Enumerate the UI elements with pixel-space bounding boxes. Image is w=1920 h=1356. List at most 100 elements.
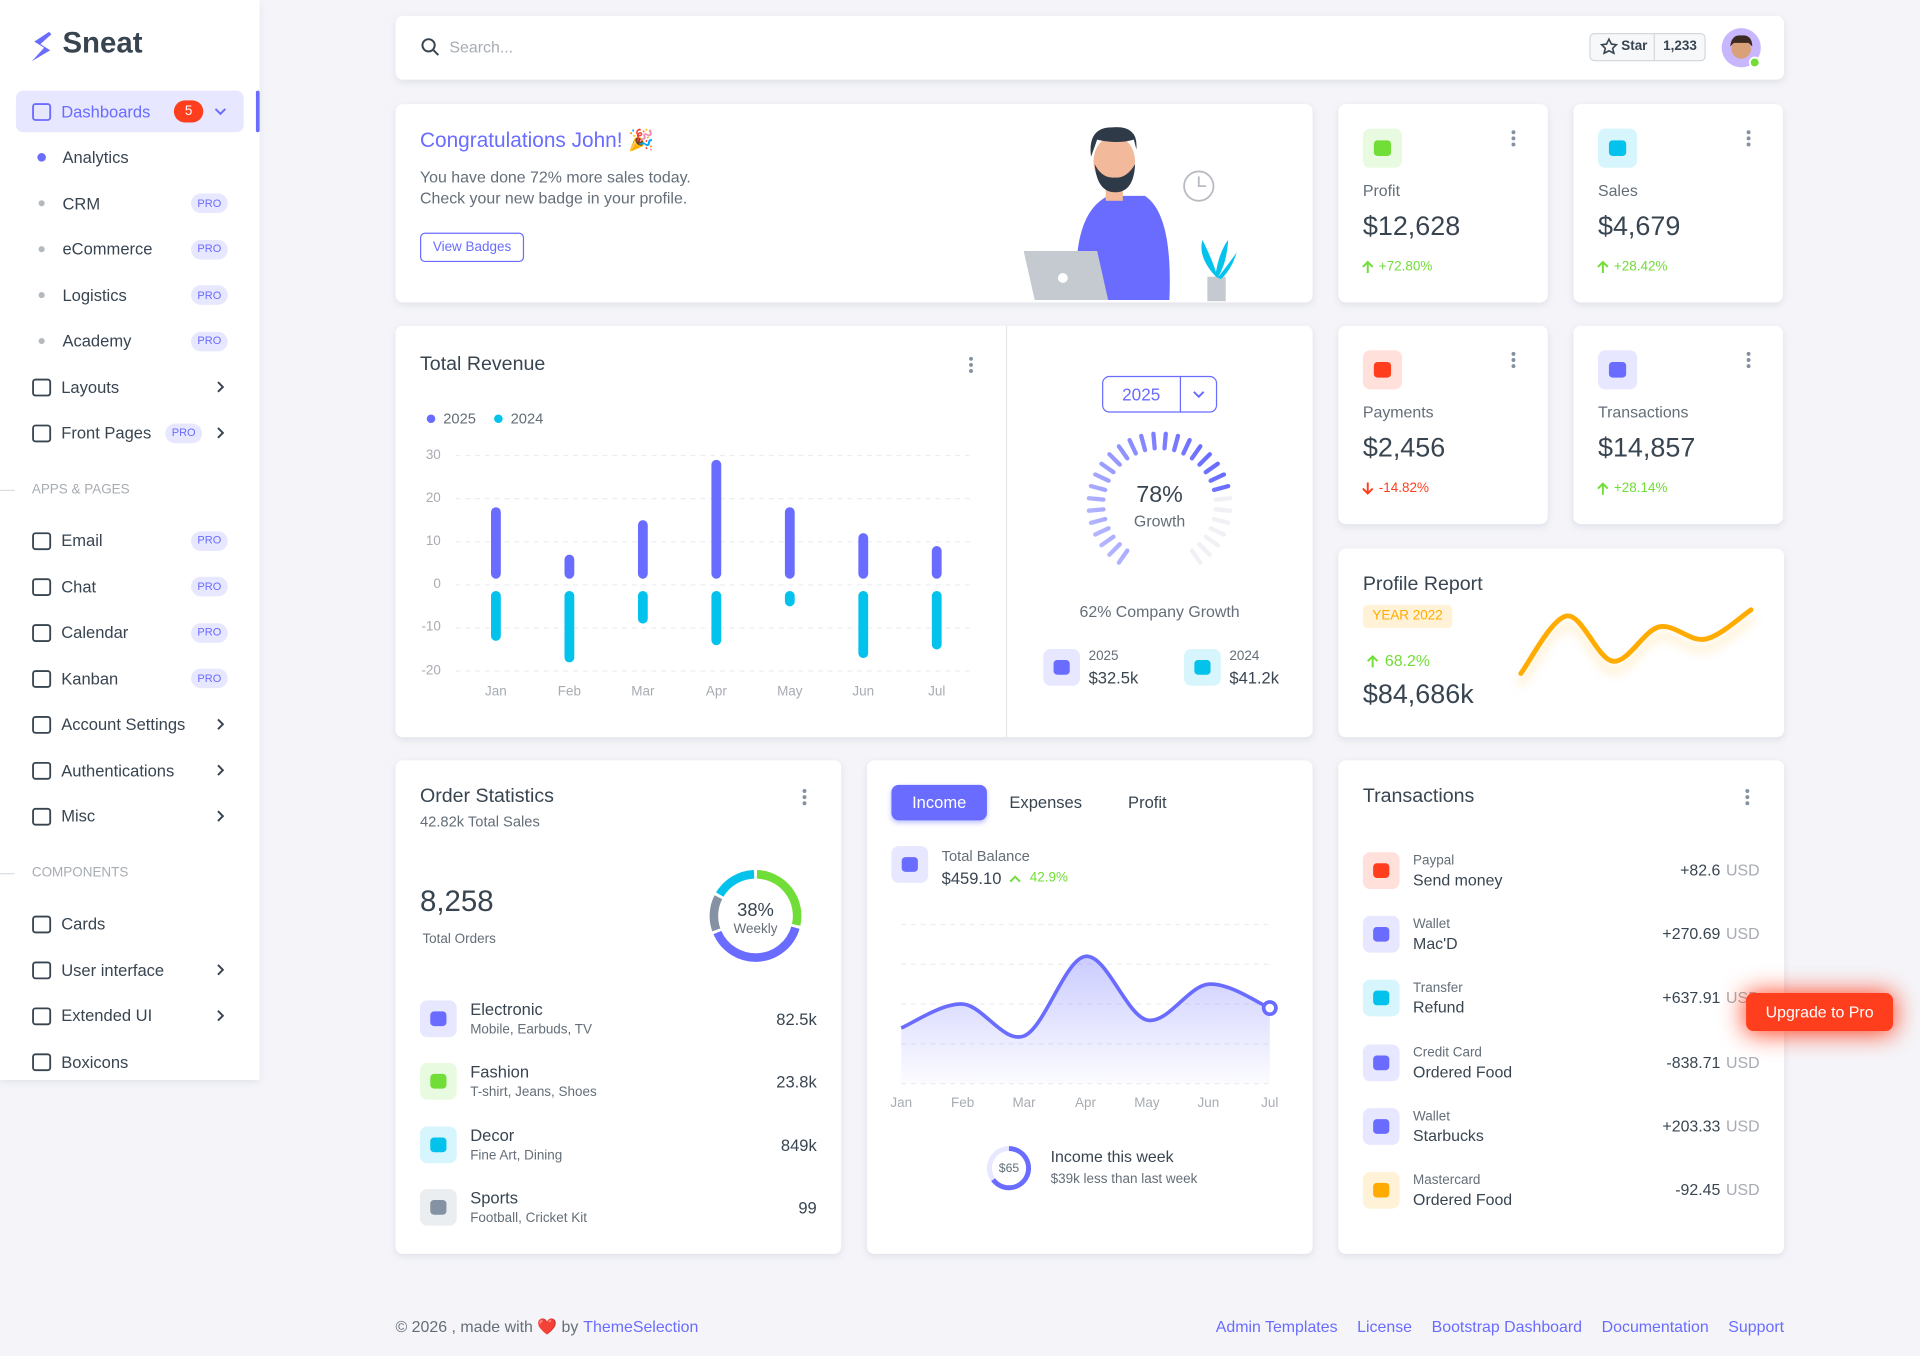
menu-item[interactable]: Boxicons: [61, 1052, 129, 1071]
profile-card: [1338, 548, 1785, 738]
transactions-card: [1338, 760, 1785, 1254]
transaction-type: Wallet: [1413, 1108, 1450, 1124]
menu-item[interactable]: Academy: [62, 331, 132, 351]
bar: [491, 507, 501, 579]
menu-item[interactable]: Cards: [61, 914, 106, 934]
star-icon: [1599, 37, 1619, 55]
card-title: Profile Report: [1362, 574, 1483, 596]
total-orders: 8,258: [420, 885, 494, 919]
menu-item[interactable]: Dashboards: [61, 102, 151, 121]
menu-item[interactable]: Kanban: [61, 669, 119, 688]
menu-item[interactable]: Logistics: [62, 285, 127, 305]
illus-clock: [1183, 170, 1215, 202]
order-item-detail: Fine Art, Dining: [470, 1147, 563, 1163]
trend-arrow: [1362, 482, 1374, 495]
menu-dot: [1745, 795, 1750, 800]
pro-tag: [191, 239, 228, 259]
menu-icon: [32, 716, 52, 734]
bar: [637, 590, 648, 624]
bullet: [38, 200, 45, 207]
illus-clock-hands: [1197, 176, 1207, 188]
upgrade-label[interactable]: Upgrade to Pro: [1765, 1002, 1874, 1021]
tab[interactable]: Profit: [1128, 793, 1167, 812]
pro-tag: PRO: [197, 533, 222, 547]
transaction-description: Ordered Food: [1413, 1062, 1513, 1082]
footer-links: Admin Templates License Bootstrap Dashboar…: [1216, 1316, 1784, 1338]
donut-segment: [713, 926, 800, 962]
stat-label: Profit: [1362, 181, 1401, 200]
pro-tag: [191, 530, 228, 551]
menu-item[interactable]: User interface: [61, 960, 165, 979]
transaction-currency: USD: [1725, 924, 1760, 943]
menu-item[interactable]: Layouts: [61, 377, 120, 397]
stat-label: Sales: [1597, 181, 1638, 200]
legend-dot: [494, 414, 503, 424]
footer-link[interactable]: Documentation: [1601, 1317, 1709, 1336]
star-button[interactable]: [1589, 33, 1706, 62]
trend-arrow: [1367, 654, 1379, 668]
ring-progress: [991, 1146, 1031, 1191]
footer-link[interactable]: Bootstrap Dashboard: [1431, 1317, 1583, 1336]
footer-link[interactable]: Support: [1728, 1317, 1785, 1336]
donut-segment: [709, 895, 723, 932]
menu-item[interactable]: Analytics: [62, 148, 129, 167]
upgrade-button[interactable]: [1746, 993, 1894, 1032]
badge: [173, 100, 204, 123]
menu-dot: [969, 369, 973, 373]
tab[interactable]: Expenses: [1009, 793, 1083, 812]
pro-tag: PRO: [197, 334, 222, 347]
tab[interactable]: Income: [912, 793, 967, 812]
chevron: [217, 964, 225, 976]
end-marker: [1261, 1000, 1278, 1017]
order-item-name: Electronic: [470, 999, 543, 1019]
footer-link[interactable]: License: [1357, 1317, 1413, 1336]
star-label[interactable]: Star: [1621, 39, 1648, 54]
menu-item[interactable]: Calendar: [61, 623, 129, 642]
year-badge: YEAR 2022: [1372, 608, 1443, 624]
donut-center-value: 38%: [737, 899, 774, 921]
footer-link[interactable]: Admin Templates: [1215, 1317, 1338, 1336]
year-select[interactable]: 2025: [1122, 384, 1161, 405]
stat-value: $14,857: [1597, 431, 1696, 463]
bar: [711, 590, 722, 646]
menu-item[interactable]: Front Pages: [61, 423, 152, 443]
pro-tag: [191, 285, 228, 305]
total-year: 2025: [1088, 648, 1119, 664]
menu-item[interactable]: Extended UI: [61, 1006, 153, 1025]
view-badges-button[interactable]: View Badges: [432, 239, 512, 255]
order-item-value: 99: [798, 1198, 817, 1217]
chevron: [217, 810, 225, 822]
menu-icon: [32, 578, 52, 597]
menu-item[interactable]: Account Settings: [61, 715, 186, 734]
menu-item[interactable]: CRM: [62, 194, 101, 213]
menu-item[interactable]: eCommerce: [62, 240, 153, 259]
menu-item[interactable]: Misc: [61, 806, 96, 826]
balance-change: 42.9%: [1029, 870, 1069, 885]
tab-active[interactable]: [891, 784, 987, 821]
icon-glyph: [1373, 1182, 1390, 1198]
year-dropdown[interactable]: [1102, 375, 1218, 413]
order-item-name: Sports: [470, 1188, 518, 1207]
pro-tag: PRO: [171, 426, 196, 439]
footer-brand-link[interactable]: ThemeSelection: [583, 1317, 699, 1336]
menu-item[interactable]: Email: [61, 531, 103, 550]
legend-dot: [426, 414, 436, 424]
menu-dot: [1511, 130, 1516, 135]
bullet: [38, 246, 45, 253]
gauge-track: [1189, 496, 1233, 565]
order-item-detail: Football, Cricket Kit: [470, 1210, 587, 1226]
search-input[interactable]: Search...: [449, 37, 514, 57]
chevron: [217, 1010, 225, 1022]
icon-glyph: [901, 857, 918, 872]
button[interactable]: [420, 232, 525, 263]
menu-item[interactable]: Chat: [61, 577, 97, 596]
icon-glyph: [1373, 863, 1390, 878]
menu-item[interactable]: Authentications: [61, 761, 175, 780]
icon-glyph: [1194, 660, 1211, 675]
area-line: [900, 954, 1271, 1039]
menu-dot: [802, 801, 807, 806]
menu-icon: [32, 1053, 52, 1072]
badge: 5: [184, 103, 193, 119]
